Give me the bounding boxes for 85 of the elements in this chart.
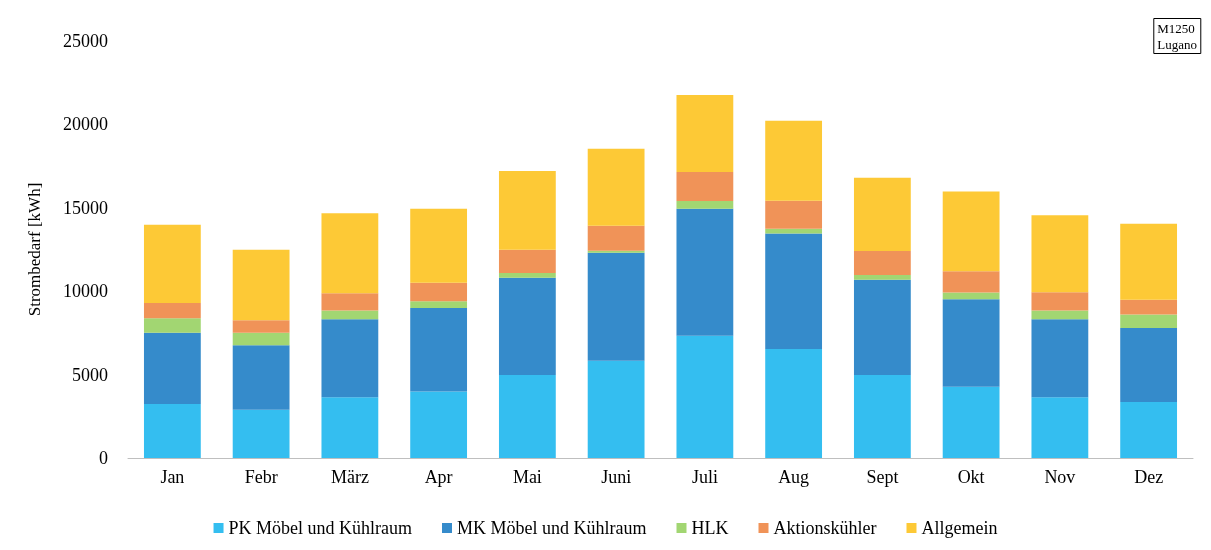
x-tick-label: Okt	[957, 467, 985, 487]
bar	[410, 301, 468, 308]
bar	[765, 349, 823, 458]
bar	[1120, 223, 1178, 300]
legend-label: Allgemein	[921, 518, 998, 538]
legend-label: Aktionskühler	[773, 518, 877, 538]
bar	[232, 320, 290, 333]
bar	[676, 95, 734, 173]
x-tick-label: Juni	[601, 467, 632, 487]
bar	[587, 252, 645, 361]
x-tick-label: Nov	[1044, 467, 1076, 487]
y-axis-title: Strombedarf [kWh]	[25, 182, 44, 317]
bar	[765, 120, 823, 201]
bar	[232, 409, 290, 458]
bar	[942, 386, 1000, 458]
legend-label: PK Möbel und Kühlraum	[228, 518, 413, 538]
bar	[321, 310, 379, 320]
legend-label: MK Möbel und Kühlraum	[457, 518, 647, 538]
bar	[143, 318, 201, 333]
bar	[853, 251, 911, 276]
bar	[942, 292, 1000, 300]
bar	[1120, 299, 1178, 315]
bar	[676, 200, 734, 209]
bar	[942, 191, 1000, 272]
bar	[1031, 215, 1089, 293]
bar	[1031, 319, 1089, 398]
bar	[853, 375, 911, 458]
bar	[498, 249, 556, 274]
bar	[498, 375, 556, 458]
bar	[498, 277, 556, 376]
bar	[143, 404, 201, 458]
bar	[676, 335, 734, 458]
bar	[1120, 327, 1178, 403]
bar	[853, 275, 911, 280]
bar	[321, 319, 379, 398]
bar	[143, 332, 201, 405]
y-tick-label: 25000	[63, 31, 108, 51]
legend-label: HLK	[691, 518, 729, 538]
x-tick-label: Febr	[244, 467, 278, 487]
bar	[498, 273, 556, 278]
bar	[410, 307, 468, 392]
bar	[587, 148, 645, 226]
bar	[410, 208, 468, 283]
bar	[853, 279, 911, 376]
bar	[1031, 292, 1089, 311]
bar	[1120, 314, 1178, 328]
bar	[232, 345, 290, 410]
x-tick-label: Mai	[512, 467, 542, 487]
x-tick-label: Apr	[424, 467, 453, 487]
bar	[1120, 402, 1178, 458]
bar	[143, 302, 201, 319]
x-tick-label: März	[330, 467, 369, 487]
bar	[410, 391, 468, 458]
bar	[232, 249, 290, 321]
bar	[143, 224, 201, 303]
x-tick-label: Jan	[160, 467, 185, 487]
bar	[1031, 397, 1089, 458]
text: M1250	[1157, 20, 1195, 36]
bar	[942, 299, 1000, 387]
bar	[410, 282, 468, 302]
bar	[1031, 310, 1089, 320]
bar	[498, 170, 556, 250]
bar	[676, 208, 734, 336]
bar	[765, 200, 823, 229]
y-tick-label: 20000	[63, 114, 108, 135]
bar	[587, 360, 645, 458]
y-tick-label: 5000	[72, 364, 108, 385]
x-tick-label: Juli	[691, 467, 718, 487]
bar	[321, 397, 379, 458]
annotation: Lugano	[1157, 36, 1198, 52]
x-tick-label: Sept	[866, 467, 899, 487]
bar	[942, 271, 1000, 293]
y-tick-label: 15000	[63, 197, 108, 218]
bar	[321, 293, 379, 311]
y-tick-label: 0	[99, 448, 108, 468]
bar	[232, 332, 290, 346]
y-tick-label: 10000	[63, 281, 108, 302]
bar	[587, 250, 645, 253]
x-tick-label: Aug	[778, 467, 810, 487]
bar	[765, 233, 823, 350]
bar	[587, 225, 645, 251]
bar	[321, 213, 379, 294]
x-tick-label: Dez	[1134, 467, 1164, 487]
bar	[676, 172, 734, 201]
bar	[853, 177, 911, 251]
